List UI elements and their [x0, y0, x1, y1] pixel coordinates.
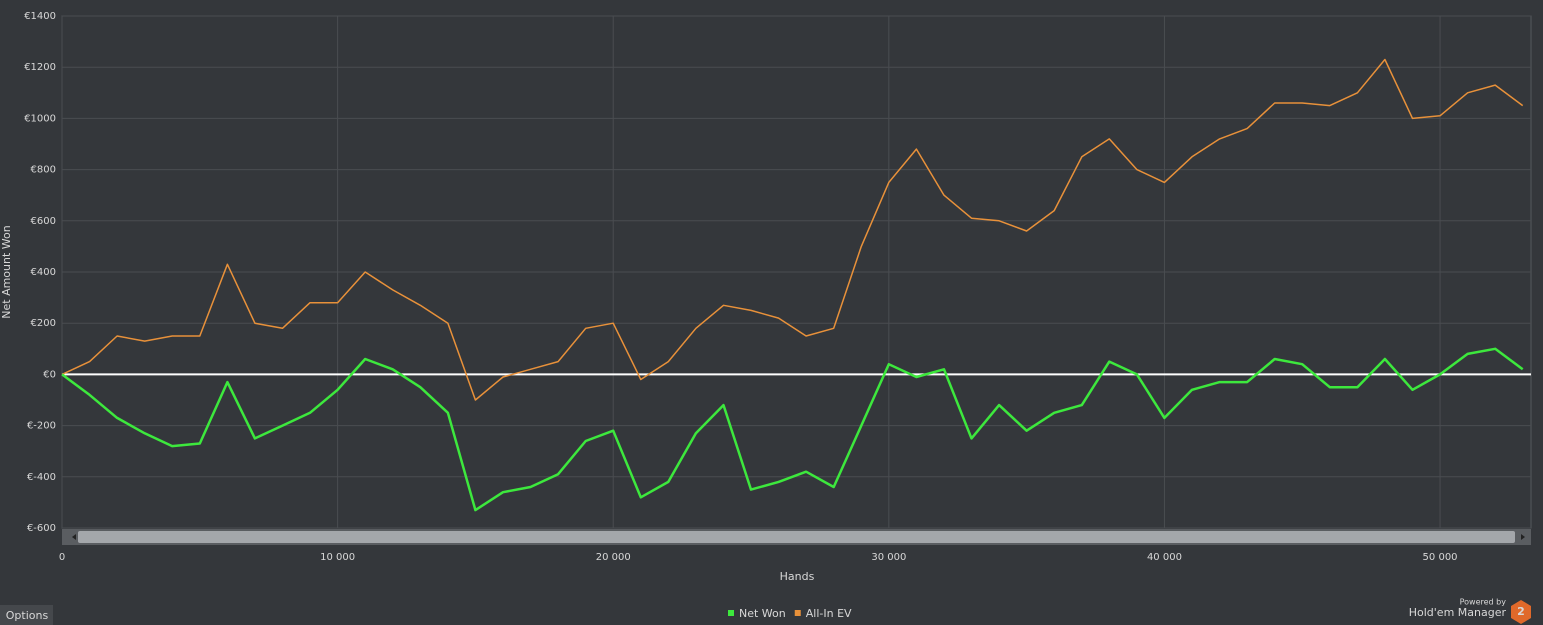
- series-line: [61, 347, 1524, 512]
- x-tick-label: 30 000: [871, 552, 906, 563]
- x-tick-label: 20 000: [596, 552, 631, 563]
- series-line: [61, 58, 1524, 401]
- y-tick-label: €-400: [27, 472, 56, 483]
- legend-swatch: [794, 610, 801, 616]
- legend-label: Net Won: [739, 607, 786, 620]
- scroll-thumb[interactable]: [78, 531, 1515, 543]
- y-tick-label: €800: [31, 165, 56, 176]
- brand-badge: 2: [1517, 605, 1525, 618]
- brand: Hold'em Manager: [1409, 606, 1507, 619]
- y-tick-label: €1400: [24, 11, 56, 22]
- plot: [61, 15, 1531, 529]
- scroll-left[interactable]: [72, 534, 76, 540]
- scrollbar[interactable]: [62, 529, 1531, 545]
- options-label[interactable]: Options: [6, 609, 49, 622]
- x-axis-title: Hands: [780, 570, 815, 583]
- legend-label: All-In EV: [806, 607, 852, 620]
- y-tick-label: €200: [31, 318, 56, 329]
- y-tick-label: €0: [43, 369, 56, 380]
- x-tick-label: 0: [59, 552, 65, 563]
- y-tick-label: €400: [31, 267, 56, 278]
- x-tick-label: 10 000: [320, 552, 355, 563]
- y-axis-title: Net Amount Won: [0, 225, 13, 318]
- legend-swatch: [728, 610, 734, 616]
- y-tick-label: €1000: [24, 113, 56, 124]
- y-tick-label: €600: [31, 216, 56, 227]
- brand-logo: [1511, 600, 1531, 624]
- y-tick-label: €-600: [27, 523, 56, 534]
- scroll-right[interactable]: [1521, 534, 1525, 540]
- x-tick-label: 40 000: [1147, 552, 1182, 563]
- powered-by: Powered by: [1460, 598, 1507, 607]
- options-button[interactable]: [0, 605, 53, 625]
- y-tick-label: €1200: [24, 62, 56, 73]
- x-tick-label: 50 000: [1423, 552, 1458, 563]
- y-tick-label: €-200: [27, 421, 56, 432]
